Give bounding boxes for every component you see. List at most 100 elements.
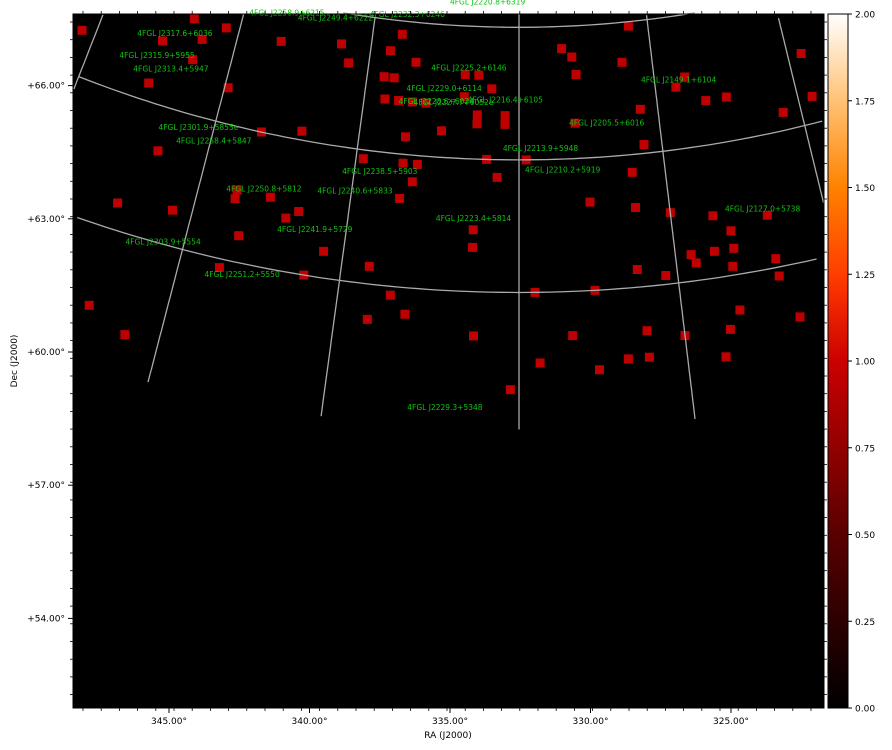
count-pixel — [232, 185, 242, 195]
source-label: 4FGL J2238.5+5903 — [342, 167, 418, 176]
count-pixel — [721, 352, 731, 362]
source-label: 4FGL J2227.7+6052e — [414, 98, 494, 107]
count-pixel — [389, 73, 399, 83]
source-label: 4FGL J2258.4+5847 — [176, 137, 252, 146]
count-pixel — [337, 39, 346, 49]
count-pixel — [623, 354, 633, 364]
dec-grid-line — [76, 216, 817, 294]
source-label: 4FGL J2240.6+5833 — [317, 186, 393, 195]
count-pixel — [265, 192, 275, 202]
source-label: 4FGL J2149.1+6104 — [641, 75, 717, 84]
source-label: 4FGL J2223.4+5814 — [436, 214, 512, 223]
count-pixel — [568, 331, 578, 341]
count-pixel — [771, 254, 781, 264]
count-pixel — [729, 243, 739, 253]
dec-tick-label: +57.00° — [27, 481, 65, 491]
count-pixel — [642, 326, 652, 336]
source-label: 4FGL J2250.8+5812 — [226, 184, 302, 193]
count-pixel — [412, 160, 422, 169]
source-label: 4FGL J2251.2+5550 — [204, 270, 280, 279]
count-pixel — [632, 265, 642, 274]
count-pixel — [796, 49, 806, 58]
count-pixel — [421, 98, 431, 108]
count-pixel — [385, 290, 395, 300]
count-pixel — [671, 82, 681, 92]
count-pixel — [158, 36, 167, 46]
count-pixel — [395, 193, 405, 203]
source-label: 4FGL J2315.9+5955 — [119, 51, 195, 60]
dec-tick-label: +63.00° — [27, 215, 65, 225]
count-pixel — [397, 29, 407, 39]
count-pixel — [691, 258, 701, 268]
count-pixel — [407, 97, 417, 107]
source-label: 4FGL J2258.9+6215 — [249, 9, 325, 18]
ra-tick-label: 325.00° — [713, 717, 749, 727]
source-label: 4FGL J2301.9+5855e — [158, 123, 238, 132]
count-pixel — [221, 23, 231, 33]
plot-frame — [72, 13, 825, 709]
source-label: 4FGL J2216.4+6105 — [468, 95, 544, 104]
count-pixel — [762, 210, 772, 220]
plot-area — [73, 14, 824, 708]
count-pixel — [709, 246, 719, 256]
count-pixel — [557, 44, 567, 54]
count-pixel — [364, 261, 374, 271]
count-pixel — [297, 126, 307, 136]
count-pixel — [234, 231, 244, 241]
colorbar-tick-label: 1.25 — [855, 271, 875, 281]
source-label: 4FGL J2303.9+5554 — [125, 237, 201, 246]
source-label: 4FGL J2213.9+5948 — [503, 144, 579, 153]
count-pixel — [189, 14, 199, 24]
count-pixel — [380, 94, 390, 104]
source-label: 4FGL J2317.6+6036 — [137, 29, 213, 38]
colorbar-tick-label: 0.25 — [855, 618, 875, 628]
count-pixel — [77, 25, 87, 35]
count-pixel — [570, 118, 580, 128]
count-pixel — [487, 84, 497, 94]
count-pixel — [500, 119, 510, 129]
count-pixel — [144, 78, 154, 88]
count-pixel — [474, 70, 484, 80]
source-label: 4FGL J2210.2+5919 — [525, 165, 601, 174]
source-label: 4FGL J2229.3+5348 — [407, 403, 483, 412]
dec-grid-line — [78, 75, 823, 161]
source-label: 4FGL J2229.0+6114 — [406, 84, 482, 93]
colorbar-tick-label: 0.75 — [855, 444, 875, 454]
source-label: 4FGL J2225.2+6146 — [431, 63, 507, 72]
count-map-pixels — [77, 14, 817, 395]
count-pixel — [571, 70, 581, 79]
source-label: 4FGL J2228.6+6024 — [399, 97, 475, 106]
count-pixel — [778, 107, 788, 117]
count-pixel — [472, 110, 482, 120]
count-pixel — [358, 154, 368, 164]
count-pixel — [721, 92, 731, 102]
count-pixel — [686, 250, 696, 260]
coordinate-grid — [73, 12, 825, 430]
count-pixel — [585, 197, 595, 207]
count-pixel — [168, 205, 177, 215]
ra-tick-label: 335.00° — [432, 717, 468, 727]
count-pixel — [386, 46, 395, 56]
dec-tick-label: +54.00° — [27, 614, 65, 624]
count-pixel — [644, 352, 654, 362]
count-pixel — [639, 140, 649, 149]
count-pixel — [680, 72, 690, 82]
x-axis-label: RA (J2000) — [424, 731, 472, 741]
ra-tick-label: 330.00° — [573, 717, 609, 727]
colorbar-tick-label: 0.50 — [855, 531, 875, 541]
colorbar — [827, 13, 849, 709]
count-pixel — [459, 92, 469, 102]
count-pixel — [623, 21, 633, 31]
count-pixel — [281, 213, 291, 223]
count-pixel — [379, 72, 389, 82]
count-pixel — [795, 312, 805, 322]
count-pixel — [617, 57, 627, 67]
count-pixel — [188, 55, 198, 65]
count-pixel — [223, 83, 233, 93]
source-label: 4FGL J2241.9+5729 — [277, 225, 353, 234]
y-axis-label: Dec (J2000) — [10, 335, 20, 388]
source-label: 4FGL J2313.4+5947 — [133, 65, 209, 74]
count-pixel — [394, 96, 404, 105]
count-pixel — [595, 365, 604, 375]
count-pixel — [774, 271, 784, 281]
